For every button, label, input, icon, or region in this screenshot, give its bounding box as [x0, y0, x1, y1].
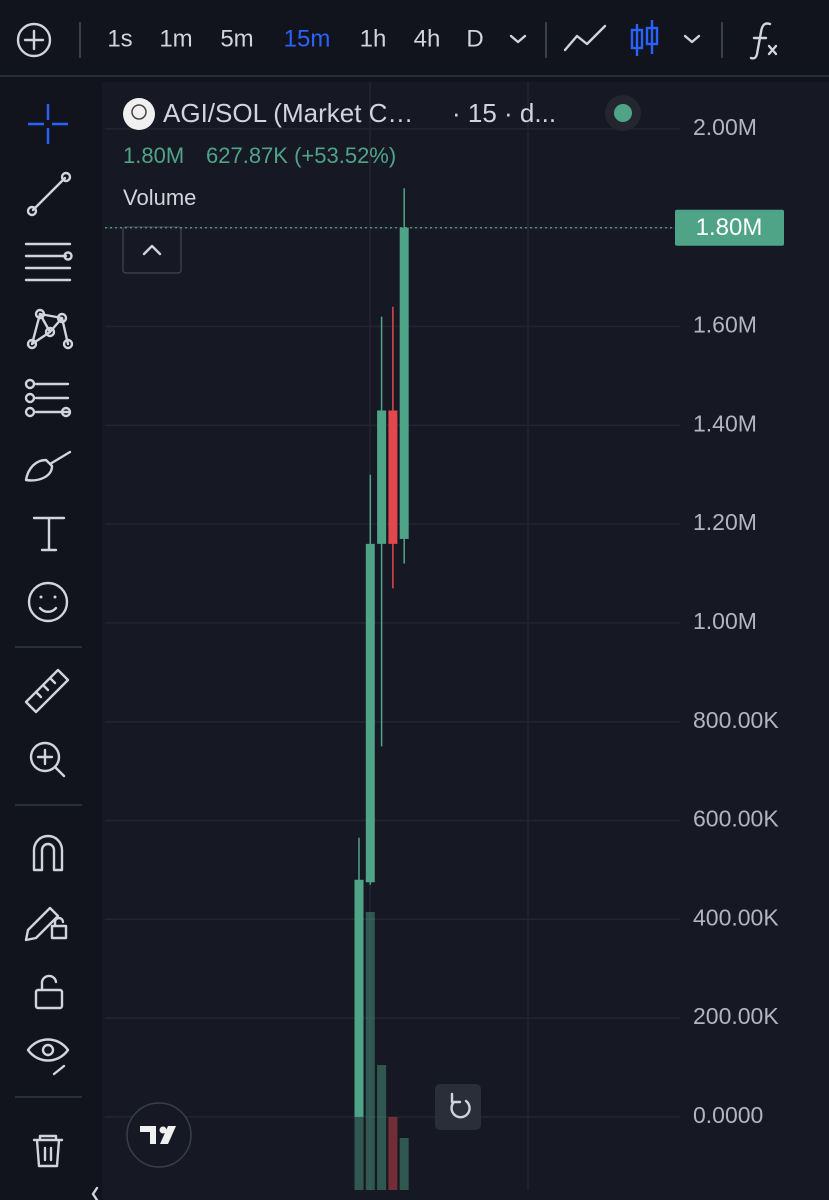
y-tick-label: 1.60M [693, 312, 757, 338]
interval-bar: 1s 1m 5m 15m 1h 4h D [107, 25, 483, 52]
interval-button[interactable]: 1m [159, 25, 192, 52]
interval-button[interactable]: 1h [360, 25, 387, 52]
emoji-tool[interactable] [27, 581, 69, 623]
indicator-name[interactable]: Volume [123, 185, 196, 210]
line-chart-button[interactable] [563, 24, 607, 52]
volume-bar [388, 1117, 398, 1190]
tradingview-logo[interactable] [126, 1102, 192, 1168]
volume-bar [365, 912, 375, 1190]
symbol-meta: · 15 · d... [452, 98, 556, 128]
volume-bar [377, 1065, 387, 1190]
legend-change: 627.87K (+53.52%) [206, 143, 396, 168]
magnet-tool[interactable] [32, 834, 64, 872]
candle-body [365, 543, 375, 883]
visibility-tool[interactable] [26, 1038, 70, 1076]
trend-line-tool[interactable] [26, 171, 72, 217]
brush-tool[interactable] [24, 450, 72, 482]
delete-tool[interactable] [32, 1134, 64, 1168]
y-tick-label: 1.00M [693, 608, 757, 634]
y-tick-label: 200.00K [693, 1003, 779, 1029]
add-symbol-button[interactable] [16, 22, 52, 58]
lock-drawings-tool[interactable] [24, 906, 68, 942]
interval-button[interactable]: 15m [284, 25, 331, 52]
interval-button[interactable]: 1s [107, 25, 132, 52]
y-tick-label: 1.20M [693, 509, 757, 535]
crosshair-tool[interactable] [28, 104, 68, 144]
candle-body [388, 410, 398, 544]
reset-button[interactable] [435, 1084, 481, 1130]
interval-button[interactable]: 5m [220, 25, 253, 52]
market-status [614, 104, 632, 122]
symbol-logo [123, 98, 155, 130]
interval-button[interactable]: 4h [414, 25, 441, 52]
plot [354, 188, 409, 1190]
y-tick-label: 800.00K [693, 707, 779, 733]
collapse-legend-button[interactable] [122, 226, 182, 274]
candle-body [354, 879, 364, 1117]
last-price-label: 1.80M [696, 214, 763, 241]
volume-bar [399, 1138, 409, 1190]
interval-dropdown[interactable] [509, 34, 527, 44]
zoom-tool[interactable] [29, 741, 66, 778]
y-tick-label: 1.40M [693, 410, 757, 436]
indicators-button[interactable] [749, 22, 778, 60]
collapse-handle[interactable] [91, 1186, 99, 1200]
y-tick-label: 400.00K [693, 904, 779, 930]
ruler-tool[interactable] [24, 668, 70, 714]
chart-type-dropdown[interactable] [683, 34, 701, 44]
forecast-tool[interactable] [24, 378, 72, 418]
y-tick-label: 600.00K [693, 806, 779, 832]
candle-chart-button[interactable] [630, 20, 659, 56]
symbol-title[interactable]: AGI/SOL (Market C… [163, 98, 413, 128]
candle-body [399, 227, 409, 539]
y-tick-label: 2.00M [693, 114, 757, 140]
pattern-tool[interactable] [26, 308, 74, 350]
chart-panel [102, 82, 829, 1200]
unlock-tool[interactable] [34, 974, 64, 1010]
legend-price: 1.80M [123, 143, 184, 168]
volume-bar [354, 1098, 364, 1190]
y-tick-label: 0.0000 [693, 1102, 763, 1128]
fib-tool[interactable] [24, 242, 73, 282]
interval-button[interactable]: D [466, 25, 483, 52]
last-price-badge [675, 209, 784, 246]
text-tool[interactable] [32, 516, 66, 552]
candle-body [377, 410, 387, 544]
